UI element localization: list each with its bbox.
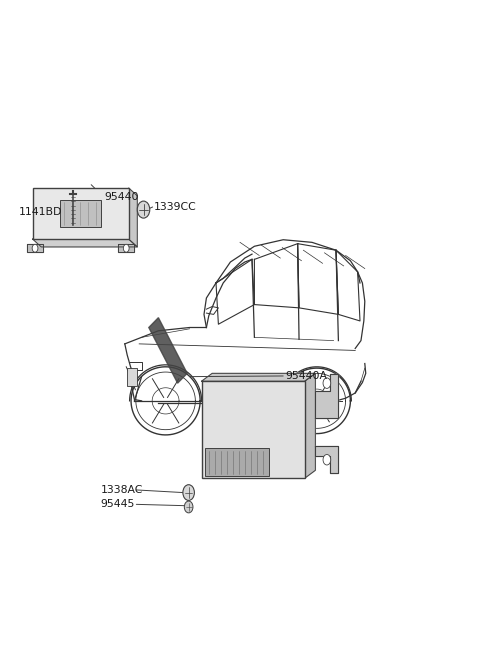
- Polygon shape: [149, 318, 187, 383]
- Polygon shape: [118, 244, 134, 252]
- Polygon shape: [315, 375, 338, 418]
- Text: 1338AC: 1338AC: [101, 485, 143, 495]
- Circle shape: [183, 485, 194, 500]
- Text: 1339CC: 1339CC: [154, 202, 196, 212]
- Bar: [205, 449, 269, 476]
- Polygon shape: [315, 446, 338, 474]
- Circle shape: [137, 201, 150, 218]
- Circle shape: [32, 244, 38, 252]
- Text: 95440: 95440: [105, 191, 139, 202]
- Circle shape: [123, 244, 129, 252]
- Polygon shape: [129, 188, 137, 247]
- Polygon shape: [202, 373, 315, 381]
- Bar: [33, 188, 129, 239]
- Bar: [60, 200, 101, 227]
- Circle shape: [184, 501, 193, 513]
- Text: 1141BD: 1141BD: [19, 207, 62, 217]
- Bar: [127, 368, 137, 386]
- Circle shape: [323, 378, 331, 388]
- Polygon shape: [33, 239, 137, 247]
- Polygon shape: [27, 244, 43, 252]
- Bar: [202, 381, 305, 478]
- Text: 95445: 95445: [101, 499, 135, 510]
- Polygon shape: [305, 373, 315, 478]
- Circle shape: [323, 455, 331, 465]
- Text: 95440A: 95440A: [285, 371, 327, 381]
